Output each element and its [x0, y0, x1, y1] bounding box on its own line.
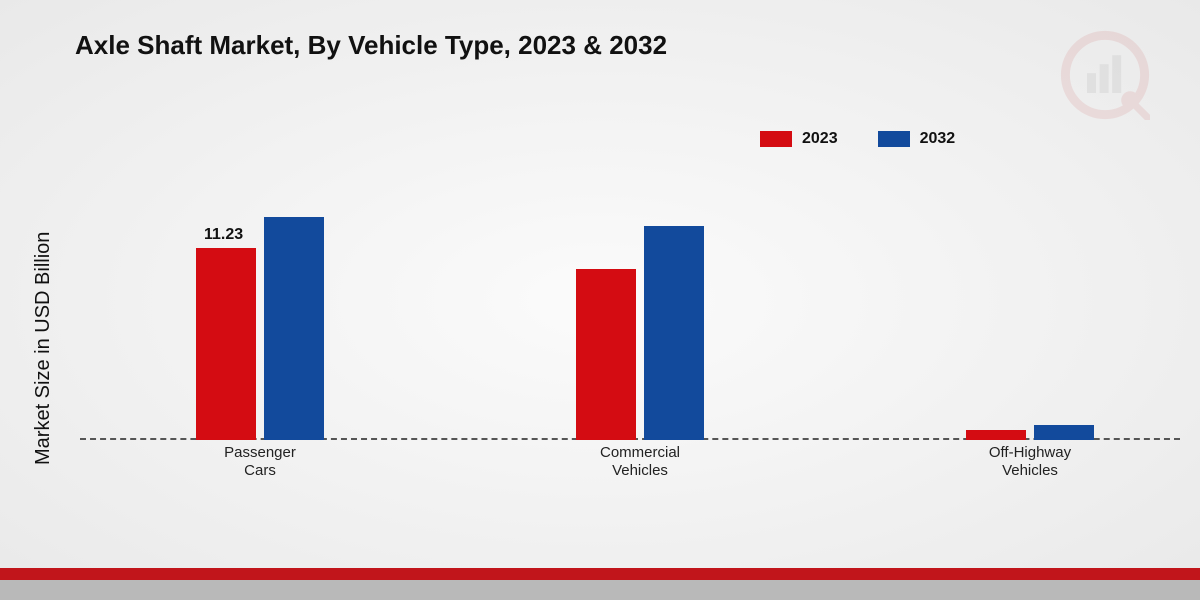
x-axis-category-label: Commercial Vehicles	[580, 444, 700, 480]
legend-label-2023: 2023	[802, 130, 838, 148]
bar	[966, 430, 1026, 440]
bar	[264, 217, 324, 440]
legend-item-2023: 2023	[760, 130, 838, 148]
plot-area: 11.23	[80, 200, 1180, 440]
footer-red-bar	[0, 568, 1200, 580]
footer-gray-bar	[0, 580, 1200, 600]
legend-item-2032: 2032	[878, 130, 956, 148]
x-axis-category-label: Passenger Cars	[200, 444, 320, 480]
legend-label-2032: 2032	[920, 130, 956, 148]
x-axis-labels: Passenger Cars Commercial Vehicles Off-Hig…	[80, 440, 1180, 490]
x-axis-category-label: Off-Highway Vehicles	[970, 444, 1090, 480]
chart-canvas: Axle Shaft Market, By Vehicle Type, 2023…	[0, 0, 1200, 600]
bar	[196, 248, 256, 441]
chart-title: Axle Shaft Market, By Vehicle Type, 2023…	[75, 30, 667, 61]
legend-swatch-2032	[878, 131, 910, 147]
bar	[1034, 425, 1094, 440]
bar	[644, 226, 704, 440]
watermark-logo-icon	[1060, 30, 1150, 120]
legend-swatch-2023	[760, 131, 792, 147]
legend: 2023 2032	[760, 130, 955, 148]
y-axis-label: Market Size in USD Billion	[32, 232, 55, 465]
bar	[576, 269, 636, 440]
bar-value-label: 11.23	[204, 226, 243, 244]
